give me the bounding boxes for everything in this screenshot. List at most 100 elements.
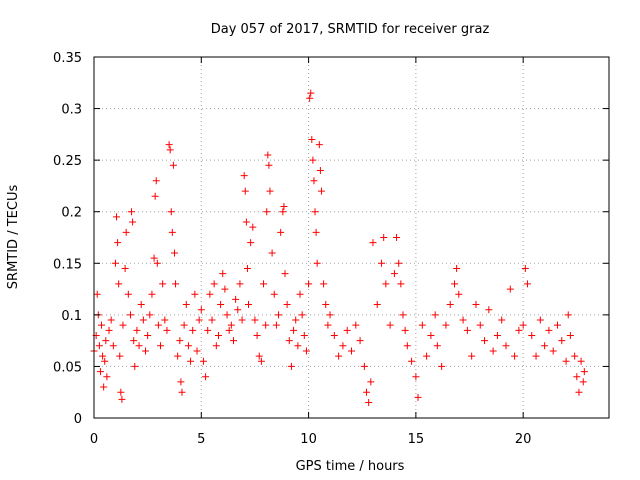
data-point: [142, 347, 149, 355]
data-point: [367, 378, 375, 386]
data-point: [115, 280, 123, 288]
data-point: [270, 290, 278, 298]
data-point: [118, 395, 126, 403]
data-point: [300, 331, 308, 339]
data-point: [107, 316, 115, 324]
data-point: [163, 326, 171, 334]
data-point: [266, 187, 274, 195]
data-point: [280, 203, 288, 211]
data-point: [380, 234, 388, 241]
data-point: [119, 321, 127, 329]
data-point: [515, 326, 523, 334]
data-point: [114, 239, 122, 247]
data-point: [322, 301, 330, 309]
y-tick-label: 0.3: [61, 103, 82, 118]
data-point: [124, 290, 132, 298]
data-point: [365, 399, 373, 407]
data-point: [197, 306, 205, 314]
y-tick-label: 0.15: [53, 257, 82, 272]
data-point: [281, 270, 289, 278]
data-point: [167, 208, 175, 216]
data-point: [177, 378, 185, 386]
data-point: [315, 141, 323, 149]
data-point: [93, 290, 101, 298]
data-point: [399, 311, 407, 319]
data-point: [455, 290, 463, 298]
data-point: [263, 208, 271, 216]
data-point: [191, 290, 199, 298]
data-point: [148, 290, 156, 298]
data-point: [562, 357, 570, 365]
data-point: [139, 316, 147, 324]
data-point: [212, 342, 220, 350]
data-point: [287, 362, 295, 370]
data-point: [144, 331, 152, 339]
x-tick-label: 10: [300, 432, 317, 447]
data-point: [502, 342, 510, 350]
data-point: [418, 321, 426, 329]
data-point: [506, 285, 514, 293]
data-point: [511, 352, 519, 360]
data-point: [102, 337, 110, 345]
data-point: [99, 352, 107, 360]
data-point: [206, 290, 214, 298]
data-point: [275, 311, 283, 319]
data-point: [159, 280, 167, 288]
data-point: [541, 342, 549, 350]
data-point: [247, 239, 255, 247]
data-point: [414, 393, 422, 401]
data-point: [95, 342, 103, 350]
data-point: [554, 321, 561, 329]
data-point: [255, 352, 263, 360]
data-point: [294, 342, 302, 350]
data-point: [558, 337, 566, 345]
data-point: [165, 141, 173, 149]
data-point: [214, 331, 222, 339]
data-point: [223, 311, 231, 319]
data-point: [234, 306, 242, 314]
data-point: [481, 337, 489, 345]
x-tick-label: 15: [408, 432, 425, 447]
data-point: [169, 161, 177, 169]
data-point: [310, 177, 318, 185]
data-point: [564, 311, 572, 319]
data-point: [202, 373, 210, 381]
data-point: [330, 331, 338, 339]
data-point: [339, 342, 347, 350]
data-point: [438, 362, 446, 370]
data-point: [225, 326, 233, 334]
data-point: [174, 352, 182, 360]
data-point: [217, 301, 225, 309]
data-point: [316, 166, 324, 174]
data-point: [219, 270, 227, 278]
data-point: [101, 357, 109, 365]
data-point: [96, 368, 104, 376]
data-point: [133, 326, 141, 334]
data-point: [343, 326, 351, 334]
data-point: [195, 316, 203, 324]
data-point: [459, 316, 467, 324]
data-point: [176, 337, 184, 345]
points-layer: [90, 89, 588, 407]
data-point: [476, 321, 484, 329]
data-point: [403, 342, 411, 350]
plot-frame: [93, 56, 610, 419]
data-point: [204, 326, 212, 334]
data-point: [128, 208, 136, 216]
data-point: [253, 331, 261, 339]
data-point: [264, 151, 272, 159]
data-point: [113, 213, 121, 221]
grid-layer: [94, 57, 609, 418]
data-point: [369, 239, 377, 247]
data-point: [317, 187, 325, 195]
data-point: [189, 326, 197, 334]
data-point: [523, 280, 531, 288]
data-point: [180, 321, 188, 329]
data-point: [549, 347, 557, 355]
data-point: [146, 311, 154, 319]
y-tick-label: 0.35: [53, 51, 82, 66]
data-point: [532, 352, 540, 360]
y-axis-label: SRMTID / TECUs: [6, 185, 21, 290]
data-point: [184, 342, 192, 350]
data-point: [352, 321, 360, 329]
